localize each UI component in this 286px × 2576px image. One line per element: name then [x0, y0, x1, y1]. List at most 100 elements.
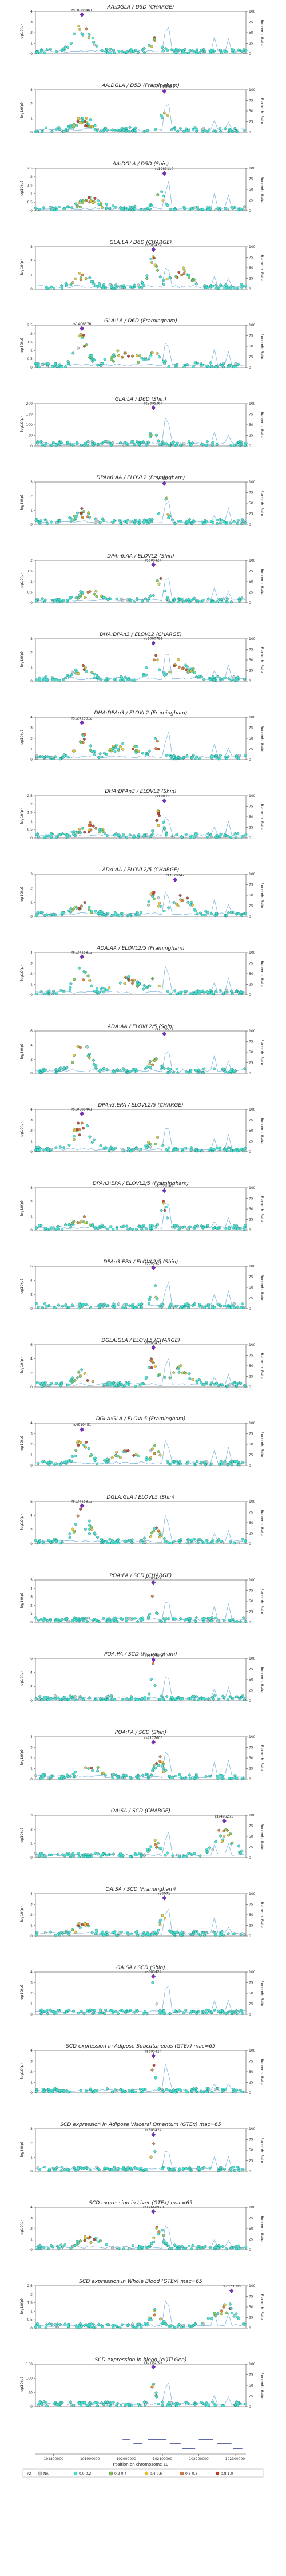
- snp-point: [87, 1447, 90, 1450]
- snp-point: [134, 126, 137, 129]
- snp-point: [74, 277, 77, 280]
- lead-snp-marker: [151, 2053, 156, 2059]
- snp-point: [65, 1931, 68, 1934]
- snp-point: [85, 1045, 89, 1048]
- snp-point: [129, 2166, 132, 2170]
- snp-point: [64, 1303, 67, 1306]
- snp-point: [178, 757, 182, 760]
- snp-point: [144, 1376, 148, 1379]
- snp-point: [176, 129, 180, 133]
- snp-point: [214, 2246, 217, 2249]
- snp-point: [184, 1302, 187, 1306]
- snp-point: [151, 832, 154, 836]
- snp-point: [198, 1305, 201, 1308]
- snp-point: [147, 1366, 150, 1369]
- snp-point: [76, 441, 79, 444]
- snp-point: [109, 2009, 112, 2013]
- snp-point: [190, 2247, 193, 2251]
- snp-point: [192, 1698, 196, 1701]
- snp-point: [38, 2400, 42, 2404]
- lead-snp-label: rs4177603: [144, 1736, 162, 1740]
- snp-point: [149, 354, 153, 357]
- snp-point: [176, 1698, 179, 1702]
- snp-point: [58, 1145, 62, 1149]
- snp-point: [236, 2401, 240, 2404]
- snp-point: [109, 1696, 113, 1699]
- lead-snp-label: rs1406576: [73, 322, 91, 326]
- panel-12: ADA:AA / ELOVL2/5 (CHARGE)0123-log10(p)0…: [19, 867, 264, 919]
- panel-15: DPAn3:EPA / ELOVL2/5 (CHARGE)01234-log10…: [19, 1103, 264, 1154]
- snp-point: [162, 359, 165, 363]
- snp-point: [169, 2324, 173, 2328]
- snp-point: [76, 2167, 80, 2171]
- snp-point: [232, 206, 235, 210]
- snp-point: [35, 2089, 38, 2093]
- y-tick-label: 0: [30, 523, 33, 527]
- y-tick-label: 1: [30, 748, 33, 752]
- y-tick-label: 0: [30, 209, 33, 213]
- snp-point: [57, 1696, 60, 1700]
- snp-point: [210, 2091, 214, 2094]
- snp-point: [37, 362, 40, 365]
- snp-point: [72, 124, 76, 127]
- snp-point: [125, 1697, 129, 1701]
- recomb-tick-label: 100: [249, 872, 256, 876]
- snp-point: [165, 1695, 169, 1698]
- snp-point: [165, 832, 168, 836]
- snp-point: [130, 354, 134, 358]
- snp-point: [182, 756, 185, 760]
- snp-point: [153, 1452, 156, 1455]
- y-tick-label: 1: [30, 349, 33, 353]
- snp-point: [239, 2088, 242, 2092]
- recomb-tick-label: 50: [249, 1599, 253, 1603]
- snp-point: [201, 1697, 205, 1700]
- recomb-tick-label: 25: [249, 1218, 253, 1222]
- snp-point: [148, 436, 152, 439]
- snp-point: [76, 1220, 80, 1224]
- snp-point: [154, 1143, 157, 1146]
- panel-26: OA:SA / SCD (Shin)01234-log10(p)02550751…: [19, 1965, 264, 2017]
- snp-point: [241, 1461, 244, 1464]
- snp-point: [232, 2314, 236, 2318]
- snp-point: [222, 362, 225, 365]
- snp-point: [129, 1776, 132, 1779]
- snp-point: [128, 2091, 132, 2094]
- recomb-tick-label: 25: [249, 2316, 253, 2320]
- snp-point: [124, 1306, 127, 1310]
- recomb-tick-label: 100: [249, 1421, 256, 1425]
- snp-point: [209, 208, 212, 211]
- snp-point: [175, 2247, 178, 2251]
- legend-swatch: [215, 2471, 220, 2476]
- snp-point: [137, 283, 140, 287]
- snp-point: [64, 676, 67, 679]
- y-tick-label: 2: [30, 1371, 33, 1375]
- snp-point: [78, 205, 82, 208]
- snp-point: [156, 1297, 159, 1301]
- snp-point: [93, 2009, 97, 2012]
- snp-point: [119, 286, 122, 289]
- y-tick-label: 1.5: [27, 184, 33, 188]
- snp-point: [37, 365, 41, 369]
- snp-point: [215, 1381, 219, 1385]
- snp-point: [62, 753, 66, 757]
- snp-point: [158, 2317, 162, 2321]
- snp-point: [94, 1698, 98, 1701]
- snp-point: [149, 1295, 152, 1299]
- y-tick-label: 2: [30, 1685, 33, 1689]
- snp-point: [69, 1226, 73, 1229]
- snp-point: [240, 596, 244, 600]
- snp-point: [85, 2009, 89, 2012]
- snp-point: [122, 2247, 125, 2251]
- snp-point: [168, 1376, 172, 1380]
- snp-point: [123, 1449, 126, 1452]
- snp-point: [82, 970, 86, 973]
- y-tick-label: 1: [30, 1842, 33, 1846]
- snp-point: [146, 129, 149, 132]
- snp-point: [237, 597, 241, 600]
- snp-point: [75, 2326, 78, 2329]
- snp-point: [169, 208, 172, 211]
- snp-point: [209, 678, 212, 682]
- snp-point: [189, 444, 193, 447]
- snp-point: [78, 740, 82, 744]
- snp-point: [40, 443, 43, 447]
